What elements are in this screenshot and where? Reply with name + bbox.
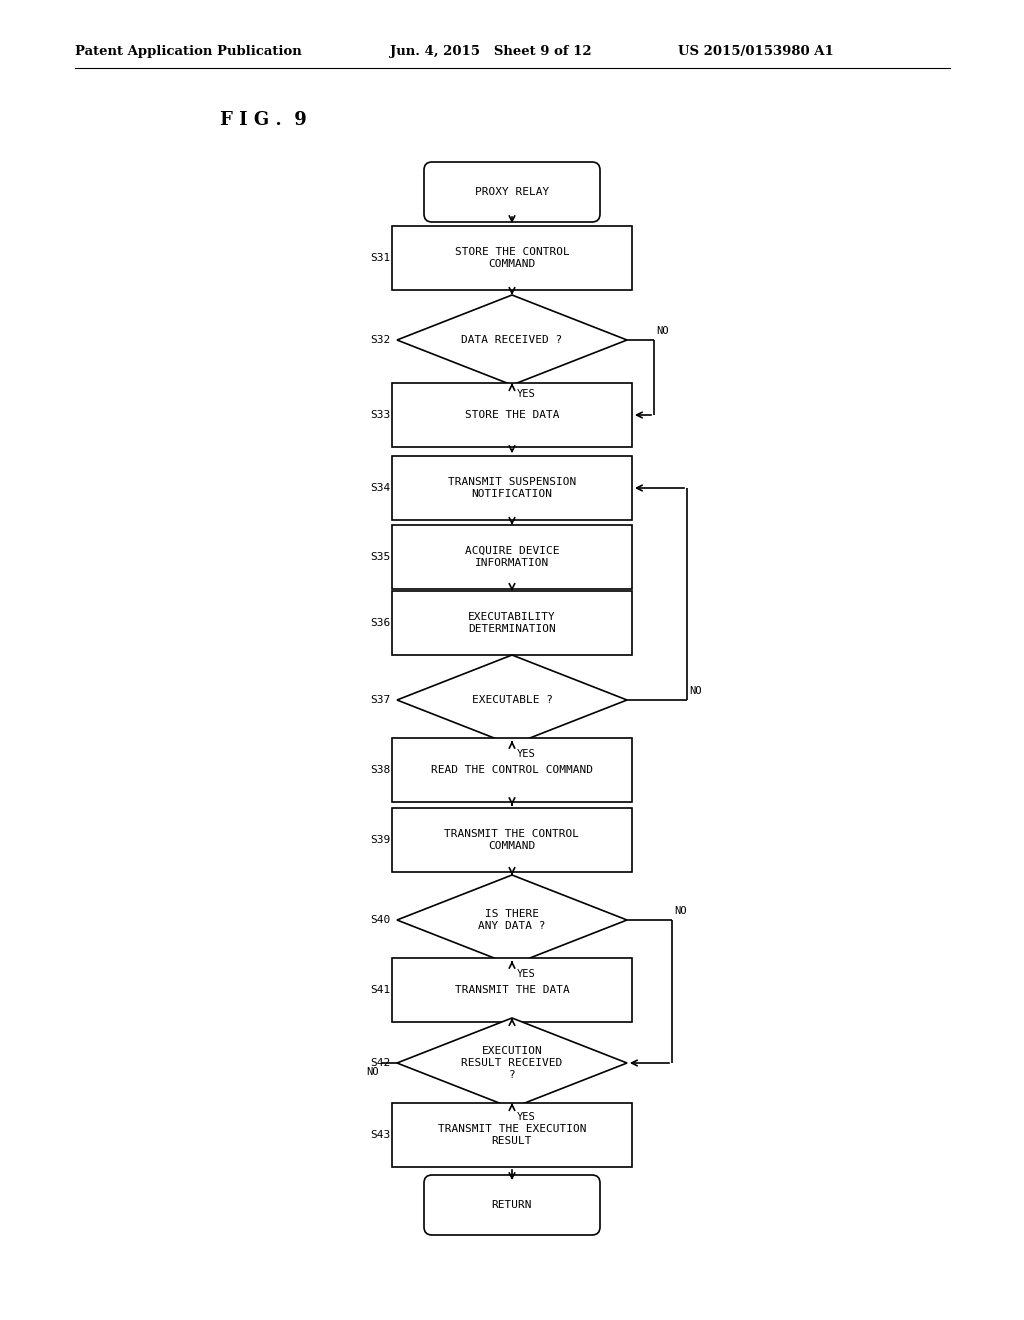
Text: S36: S36 bbox=[370, 618, 390, 628]
Text: ACQUIRE DEVICE
INFORMATION: ACQUIRE DEVICE INFORMATION bbox=[465, 546, 559, 568]
Text: Patent Application Publication: Patent Application Publication bbox=[75, 45, 302, 58]
Text: YES: YES bbox=[517, 748, 536, 759]
Text: Jun. 4, 2015   Sheet 9 of 12: Jun. 4, 2015 Sheet 9 of 12 bbox=[390, 45, 592, 58]
FancyBboxPatch shape bbox=[392, 525, 632, 589]
Polygon shape bbox=[397, 294, 627, 385]
Text: NO: NO bbox=[674, 906, 686, 916]
Text: TRANSMIT SUSPENSION
NOTIFICATION: TRANSMIT SUSPENSION NOTIFICATION bbox=[447, 478, 577, 499]
Text: PROXY RELAY: PROXY RELAY bbox=[475, 187, 549, 197]
FancyBboxPatch shape bbox=[392, 455, 632, 520]
Text: EXECUTABILITY
DETERMINATION: EXECUTABILITY DETERMINATION bbox=[468, 612, 556, 634]
Polygon shape bbox=[397, 1018, 627, 1107]
Text: TRANSMIT THE CONTROL
COMMAND: TRANSMIT THE CONTROL COMMAND bbox=[444, 829, 580, 851]
Text: NO: NO bbox=[367, 1067, 379, 1077]
Text: S35: S35 bbox=[370, 552, 390, 562]
Text: YES: YES bbox=[517, 389, 536, 399]
Text: F I G .  9: F I G . 9 bbox=[220, 111, 307, 129]
Text: NO: NO bbox=[656, 326, 669, 337]
Text: READ THE CONTROL COMMAND: READ THE CONTROL COMMAND bbox=[431, 766, 593, 775]
FancyBboxPatch shape bbox=[392, 1104, 632, 1167]
Text: S41: S41 bbox=[370, 985, 390, 995]
Text: TRANSMIT THE EXECUTION
RESULT: TRANSMIT THE EXECUTION RESULT bbox=[437, 1125, 587, 1146]
Text: IS THERE
ANY DATA ?: IS THERE ANY DATA ? bbox=[478, 909, 546, 931]
Text: EXECUTION
RESULT RECEIVED
?: EXECUTION RESULT RECEIVED ? bbox=[462, 1047, 562, 1080]
Text: EXECUTABLE ?: EXECUTABLE ? bbox=[471, 696, 553, 705]
FancyBboxPatch shape bbox=[424, 1175, 600, 1236]
Text: US 2015/0153980 A1: US 2015/0153980 A1 bbox=[678, 45, 834, 58]
Text: DATA RECEIVED ?: DATA RECEIVED ? bbox=[462, 335, 562, 345]
Text: S39: S39 bbox=[370, 836, 390, 845]
Text: S33: S33 bbox=[370, 411, 390, 420]
Text: S37: S37 bbox=[370, 696, 390, 705]
FancyBboxPatch shape bbox=[392, 591, 632, 655]
Text: S40: S40 bbox=[370, 915, 390, 925]
FancyBboxPatch shape bbox=[392, 958, 632, 1022]
Polygon shape bbox=[397, 875, 627, 965]
Text: S31: S31 bbox=[370, 253, 390, 263]
Polygon shape bbox=[397, 655, 627, 744]
Text: S34: S34 bbox=[370, 483, 390, 492]
FancyBboxPatch shape bbox=[392, 226, 632, 290]
FancyBboxPatch shape bbox=[392, 808, 632, 873]
FancyBboxPatch shape bbox=[392, 383, 632, 447]
Text: S42: S42 bbox=[370, 1059, 390, 1068]
Text: TRANSMIT THE DATA: TRANSMIT THE DATA bbox=[455, 985, 569, 995]
Text: STORE THE DATA: STORE THE DATA bbox=[465, 411, 559, 420]
Text: S38: S38 bbox=[370, 766, 390, 775]
Text: S43: S43 bbox=[370, 1130, 390, 1140]
Text: YES: YES bbox=[517, 1111, 536, 1122]
Text: RETURN: RETURN bbox=[492, 1200, 532, 1210]
Text: STORE THE CONTROL
COMMAND: STORE THE CONTROL COMMAND bbox=[455, 247, 569, 269]
Text: S32: S32 bbox=[370, 335, 390, 345]
FancyBboxPatch shape bbox=[424, 162, 600, 222]
Text: NO: NO bbox=[689, 686, 701, 696]
FancyBboxPatch shape bbox=[392, 738, 632, 803]
Text: YES: YES bbox=[517, 969, 536, 979]
